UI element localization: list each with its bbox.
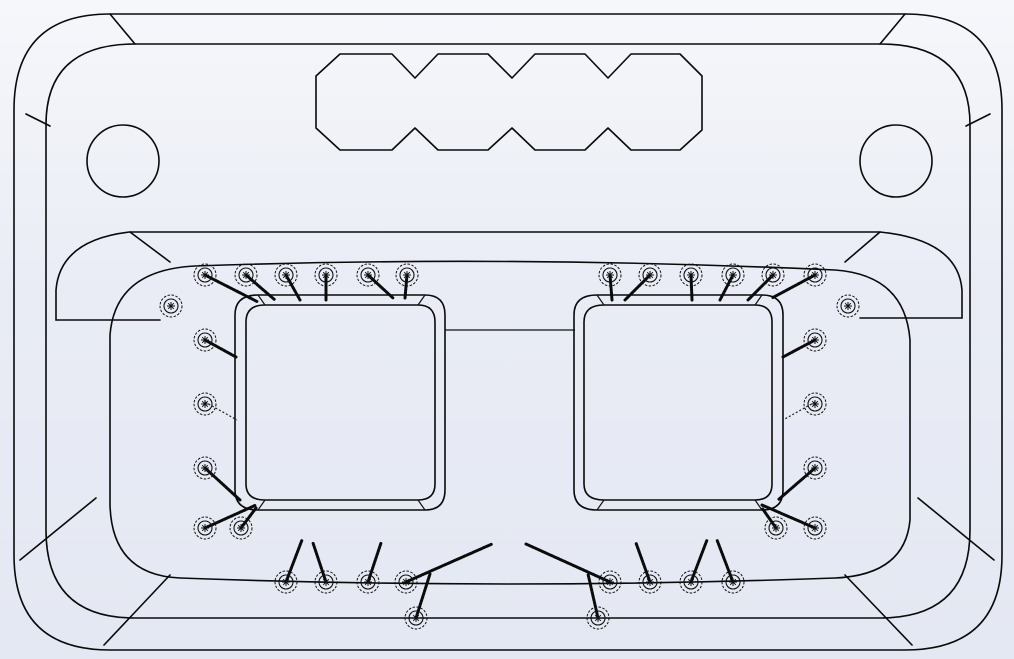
pocket-right [573,294,784,511]
bolt-hole [803,516,827,540]
bolt-hole [761,263,785,287]
bolt-hole [274,263,298,287]
bolt-holes [159,263,860,630]
mount-hole-left [86,124,160,198]
bolt-hole [803,392,827,416]
bolt-hole [679,263,703,287]
cooling-channels [203,273,817,620]
raised-plate [109,260,911,585]
hex-slot [315,53,703,151]
pocket-left [234,294,446,511]
corner-chamfers [19,13,995,646]
bolt-hole [598,263,622,287]
bolt-hole [395,263,419,287]
bolt-hole [159,294,183,318]
inner-face [45,43,971,619]
bolt-hole [721,570,745,594]
bolt-hole [836,294,860,318]
bolt-hole [586,606,610,630]
bolt-hole [314,263,338,287]
bolt-hole [638,570,662,594]
mount-hole-right [859,124,933,198]
bolt-hole [404,606,428,630]
bolt-hole [356,263,380,287]
bolt-hole [193,516,217,540]
bolt-hole [193,456,217,480]
bolt-hole [229,516,253,540]
bolt-hole [803,328,827,352]
bolt-hole [394,570,418,594]
bolt-hole [721,263,745,287]
bolt-hole [638,263,662,287]
bolt-hole [356,570,380,594]
bolt-hole [803,263,827,287]
bolt-hole [764,516,788,540]
bolt-hole [193,328,217,352]
outer-frame [13,13,1003,651]
bolt-hole [234,263,258,287]
back-ledge [55,231,963,331]
bolt-hole [803,456,827,480]
bolt-hole [314,570,338,594]
bolt-hole [679,570,703,594]
bolt-hole [274,570,298,594]
bolt-hole [193,392,217,416]
bolt-hole [193,263,217,287]
bolt-hole [598,570,622,594]
